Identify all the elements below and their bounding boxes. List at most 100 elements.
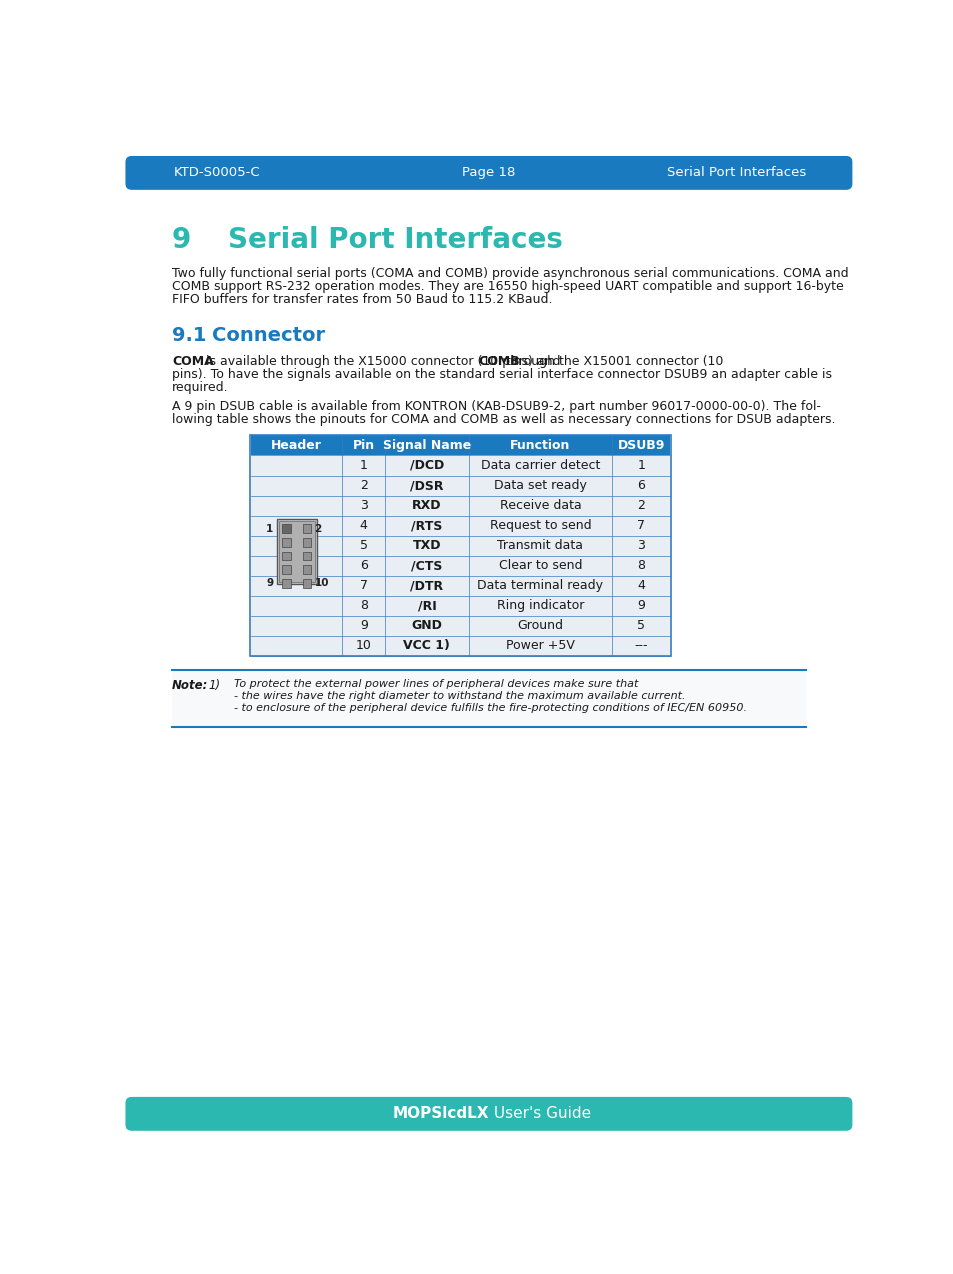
Bar [251,615,670,636]
Bar [251,496,670,516]
Text: /DSR: /DSR [410,479,443,492]
Text: Note:: Note: [172,679,208,692]
Bar [282,538,291,547]
Text: Serial Port Interfaces: Serial Port Interfaces [666,167,805,180]
Text: 2: 2 [637,499,644,512]
Text: 4: 4 [637,580,644,592]
Text: 9: 9 [637,599,644,612]
Bar [303,538,311,547]
Bar [172,670,805,726]
Text: /DTR: /DTR [410,580,443,592]
Text: TXD: TXD [413,539,440,552]
Bar [278,521,314,582]
Text: 8: 8 [359,599,367,612]
Bar [303,552,311,561]
Text: 9: 9 [266,578,274,589]
Text: 5: 5 [359,539,367,552]
Text: 1): 1) [208,679,220,692]
Bar [282,552,291,561]
Text: Request to send: Request to send [489,519,591,533]
Text: 6: 6 [359,559,367,572]
Text: Function: Function [510,440,570,452]
Text: Clear to send: Clear to send [498,559,581,572]
Bar [251,576,670,596]
Bar [251,475,670,496]
Text: VCC 1): VCC 1) [403,640,450,652]
Text: 5: 5 [637,619,644,632]
Text: 10: 10 [314,578,329,589]
Bar [303,525,311,533]
Text: Ground: Ground [517,619,563,632]
Bar [282,525,291,533]
Text: Power +5V: Power +5V [505,640,575,652]
Text: A 9 pin DSUB cable is available from KONTRON (KAB-DSUB9-2, part number 96017-000: A 9 pin DSUB cable is available from KON… [172,400,821,413]
Text: /RI: /RI [417,599,436,612]
Text: COMA: COMA [172,354,213,368]
Text: /CTS: /CTS [411,559,442,572]
Text: MOPSlcdLX: MOPSlcdLX [392,1106,488,1121]
Text: Ring indicator: Ring indicator [497,599,583,612]
Text: 3: 3 [359,499,367,512]
Text: 9: 9 [172,225,191,254]
Bar [303,566,311,573]
Bar [276,519,316,585]
Text: pins). To have the signals available on the standard serial interface connector : pins). To have the signals available on … [172,368,831,381]
Text: Signal Name: Signal Name [382,440,471,452]
Text: Receive data: Receive data [499,499,580,512]
Text: through the X15001 connector (10: through the X15001 connector (10 [501,354,722,368]
Text: required.: required. [172,381,229,394]
Text: Header: Header [271,440,322,452]
Text: Page 18: Page 18 [462,167,515,180]
Text: KTD-S0005-C: KTD-S0005-C [173,167,260,180]
Text: 1: 1 [637,459,644,471]
Bar [251,596,670,615]
Text: - the wires have the right diameter to withstand the maximum available current.: - the wires have the right diameter to w… [233,691,685,701]
Text: RXD: RXD [412,499,441,512]
Bar [250,434,670,656]
Text: COMB: COMB [477,354,519,368]
Text: To protect the external power lines of peripheral devices make sure that: To protect the external power lines of p… [233,679,638,689]
Text: Pin: Pin [353,440,375,452]
Text: 8: 8 [637,559,644,572]
Text: is available through the X15000 connector (10 pins) and: is available through the X15000 connecto… [202,354,564,368]
Text: 4: 4 [359,519,367,533]
Text: 7: 7 [637,519,644,533]
Text: 10: 10 [355,640,372,652]
Text: 1: 1 [266,524,274,534]
Text: Connector: Connector [212,326,325,345]
Text: 2: 2 [359,479,367,492]
Text: Data carrier detect: Data carrier detect [480,459,599,471]
Text: - to enclosure of the peripheral device fulfills the fire-protecting conditions : - to enclosure of the peripheral device … [233,703,746,713]
Bar [251,456,670,475]
Text: 6: 6 [637,479,644,492]
Text: Data terminal ready: Data terminal ready [476,580,603,592]
Text: /RTS: /RTS [411,519,442,533]
Bar [251,516,670,535]
Text: Transmit data: Transmit data [497,539,583,552]
Text: DSUB9: DSUB9 [617,440,664,452]
Text: FIFO buffers for transfer rates from 50 Baud to 115.2 KBaud.: FIFO buffers for transfer rates from 50 … [172,293,552,306]
Bar [282,580,291,587]
Bar [251,555,670,576]
Text: 1: 1 [359,459,367,471]
Text: 3: 3 [637,539,644,552]
Text: /DCD: /DCD [410,459,443,471]
Bar [303,580,311,587]
Text: COMB support RS-232 operation modes. They are 16550 high-speed UART compatible a: COMB support RS-232 operation modes. The… [172,280,842,293]
Bar [251,535,670,555]
Text: 9.1: 9.1 [172,326,206,345]
Bar [251,636,670,656]
Text: Two fully functional serial ports (COMA and COMB) provide asynchronous serial co: Two fully functional serial ports (COMA … [172,266,847,280]
Bar [282,566,291,573]
Text: GND: GND [411,619,442,632]
Bar [251,436,670,456]
Text: lowing table shows the pinouts for COMA and COMB as well as necessary connection: lowing table shows the pinouts for COMA … [172,413,835,426]
FancyBboxPatch shape [125,155,852,190]
FancyBboxPatch shape [125,1097,852,1131]
Text: Serial Port Interfaces: Serial Port Interfaces [228,225,562,254]
Text: 9: 9 [359,619,367,632]
Text: 7: 7 [359,580,367,592]
Text: User's Guide: User's Guide [488,1106,591,1121]
Text: Data set ready: Data set ready [494,479,586,492]
Text: ---: --- [634,640,647,652]
